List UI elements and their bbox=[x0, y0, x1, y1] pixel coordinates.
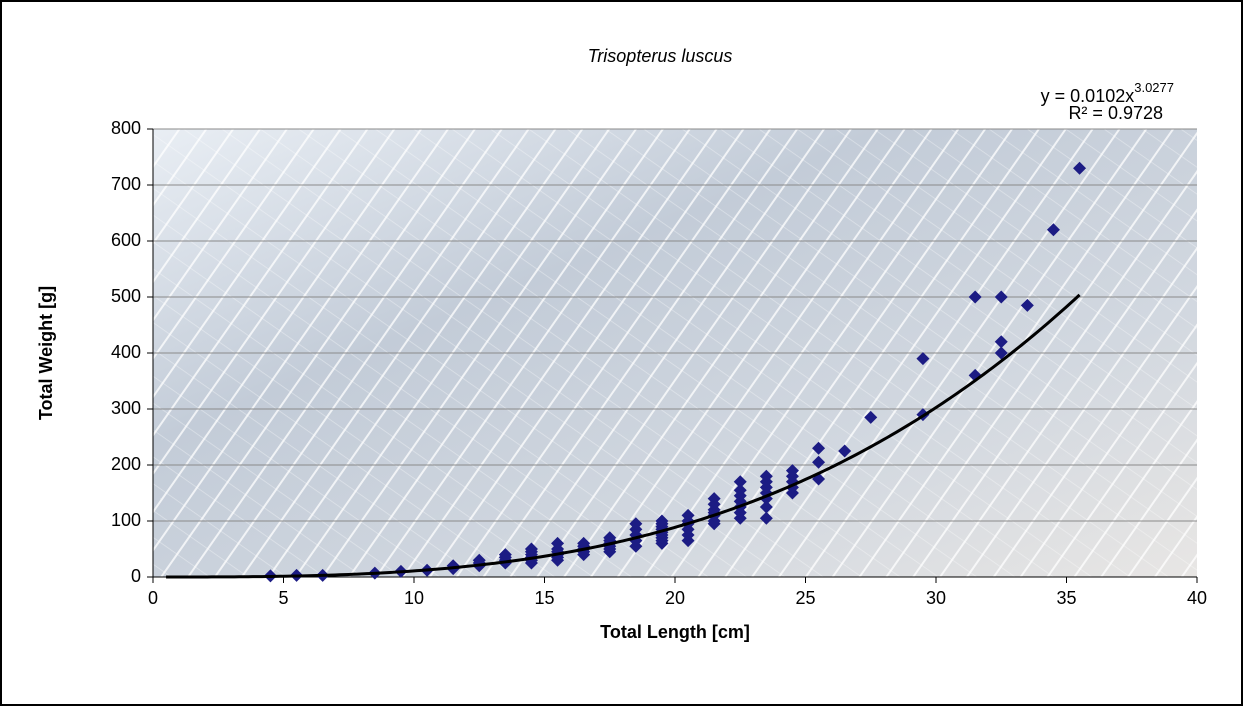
x-tick-label: 25 bbox=[795, 588, 815, 608]
point bbox=[759, 469, 773, 483]
y-tick-label: 600 bbox=[111, 230, 141, 250]
point bbox=[1073, 161, 1087, 175]
point bbox=[864, 410, 878, 424]
y-tick-label: 400 bbox=[111, 342, 141, 362]
x-tick-label: 15 bbox=[534, 588, 554, 608]
point bbox=[759, 511, 773, 525]
equation-base: y = 0.0102x bbox=[1041, 86, 1135, 106]
x-tick-label: 20 bbox=[665, 588, 685, 608]
point bbox=[551, 536, 565, 550]
x-tick-label: 5 bbox=[278, 588, 288, 608]
point bbox=[629, 517, 643, 531]
y-tick-label: 300 bbox=[111, 398, 141, 418]
point bbox=[655, 514, 669, 528]
y-tick-label: 800 bbox=[111, 118, 141, 138]
trend-equation: y = 0.0102x3.0277 bbox=[1041, 80, 1174, 105]
point bbox=[838, 444, 852, 458]
y-tick-label: 200 bbox=[111, 454, 141, 474]
equation-exponent: 3.0277 bbox=[1134, 80, 1174, 95]
point bbox=[707, 492, 721, 506]
x-tick-label: 10 bbox=[404, 588, 424, 608]
y-tick-label: 500 bbox=[111, 286, 141, 306]
point bbox=[577, 536, 591, 550]
point bbox=[994, 346, 1008, 360]
x-axis-label: Total Length [cm] bbox=[600, 622, 750, 642]
y-tick-label: 100 bbox=[111, 510, 141, 530]
point bbox=[968, 290, 982, 304]
point bbox=[812, 455, 826, 469]
point bbox=[681, 508, 695, 522]
x-tick-label: 40 bbox=[1187, 588, 1207, 608]
point bbox=[1046, 223, 1060, 237]
point bbox=[759, 500, 773, 514]
point bbox=[733, 483, 747, 497]
point bbox=[812, 441, 826, 455]
x-tick-label: 0 bbox=[148, 588, 158, 608]
y-tick-label: 0 bbox=[131, 566, 141, 586]
y-tick-label: 700 bbox=[111, 174, 141, 194]
point bbox=[1020, 298, 1034, 312]
r-squared: R² = 0.9728 bbox=[1068, 103, 1163, 123]
x-tick-label: 35 bbox=[1056, 588, 1076, 608]
y-axis-label: Total Weight [g] bbox=[36, 286, 56, 420]
point bbox=[994, 290, 1008, 304]
chart-title: Trisopterus luscus bbox=[588, 46, 733, 66]
point bbox=[733, 475, 747, 489]
point bbox=[498, 548, 512, 562]
trend-line bbox=[166, 293, 1081, 579]
point bbox=[916, 352, 930, 366]
x-tick-label: 30 bbox=[926, 588, 946, 608]
point bbox=[524, 542, 538, 556]
point bbox=[994, 335, 1008, 349]
point bbox=[785, 464, 799, 478]
point bbox=[603, 531, 617, 545]
